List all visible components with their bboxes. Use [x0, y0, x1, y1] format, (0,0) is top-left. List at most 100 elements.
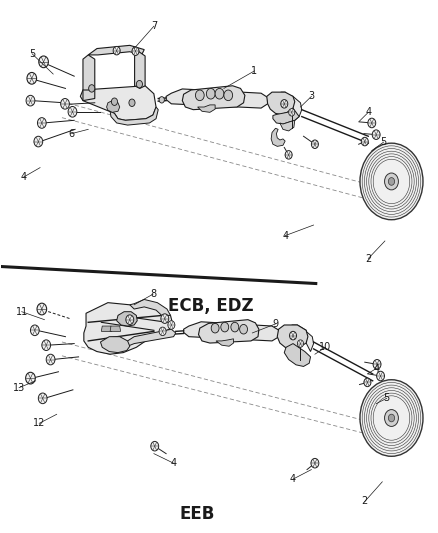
Circle shape	[37, 118, 46, 128]
Polygon shape	[271, 128, 285, 147]
Circle shape	[111, 98, 117, 106]
Circle shape	[160, 314, 168, 324]
Polygon shape	[197, 105, 215, 112]
Text: 4: 4	[282, 231, 288, 241]
Circle shape	[159, 96, 164, 103]
Polygon shape	[198, 320, 258, 343]
Text: 5: 5	[29, 49, 35, 59]
Text: 1: 1	[251, 66, 257, 76]
Circle shape	[167, 321, 174, 329]
Circle shape	[359, 143, 422, 220]
Circle shape	[372, 360, 380, 369]
Polygon shape	[127, 329, 175, 346]
Circle shape	[289, 332, 296, 340]
Polygon shape	[215, 339, 233, 346]
Polygon shape	[83, 55, 95, 93]
Text: 8: 8	[150, 289, 155, 299]
Text: 4: 4	[20, 172, 26, 182]
Text: 3: 3	[307, 91, 314, 101]
Polygon shape	[80, 86, 155, 120]
Circle shape	[132, 47, 139, 55]
Text: 4: 4	[289, 474, 295, 484]
Circle shape	[384, 173, 398, 190]
Circle shape	[367, 118, 375, 128]
Polygon shape	[83, 90, 95, 101]
Polygon shape	[134, 52, 145, 88]
Text: 4: 4	[364, 107, 371, 117]
Text: 13: 13	[13, 383, 25, 393]
Polygon shape	[277, 325, 307, 349]
Circle shape	[39, 56, 48, 68]
Circle shape	[42, 340, 50, 351]
Polygon shape	[280, 92, 301, 122]
Text: 6: 6	[68, 128, 74, 139]
Circle shape	[27, 72, 36, 84]
Text: ECB, EDZ: ECB, EDZ	[168, 297, 253, 316]
Circle shape	[280, 100, 287, 108]
Circle shape	[150, 441, 158, 451]
Circle shape	[288, 109, 294, 116]
Text: 11: 11	[15, 306, 28, 317]
Circle shape	[384, 409, 398, 426]
Circle shape	[159, 327, 166, 336]
Circle shape	[388, 177, 394, 185]
Polygon shape	[266, 92, 294, 115]
Circle shape	[68, 107, 77, 117]
Circle shape	[310, 458, 318, 468]
Circle shape	[113, 46, 120, 55]
Polygon shape	[88, 45, 144, 55]
Circle shape	[220, 322, 228, 332]
Text: 10: 10	[318, 342, 331, 352]
Text: EEB: EEB	[180, 505, 215, 523]
Text: 5: 5	[383, 393, 389, 403]
Circle shape	[215, 88, 223, 99]
Polygon shape	[84, 303, 172, 354]
Text: 7: 7	[150, 21, 157, 31]
Circle shape	[60, 99, 69, 109]
Text: 4: 4	[170, 458, 176, 468]
Polygon shape	[284, 344, 310, 367]
Polygon shape	[110, 326, 120, 332]
Circle shape	[297, 340, 303, 348]
Polygon shape	[291, 325, 313, 352]
Circle shape	[37, 303, 46, 315]
Text: 9: 9	[272, 319, 278, 329]
Circle shape	[126, 315, 134, 325]
Circle shape	[311, 140, 318, 149]
Circle shape	[230, 322, 238, 332]
Text: 4: 4	[372, 364, 378, 374]
Circle shape	[360, 138, 367, 146]
Circle shape	[46, 354, 55, 365]
Polygon shape	[117, 312, 137, 326]
Circle shape	[211, 324, 219, 333]
Circle shape	[195, 90, 204, 101]
Polygon shape	[183, 322, 279, 341]
Circle shape	[34, 136, 42, 147]
Text: 2: 2	[361, 496, 367, 506]
Circle shape	[25, 372, 35, 384]
Circle shape	[363, 378, 370, 386]
Polygon shape	[100, 337, 130, 353]
Circle shape	[388, 414, 394, 422]
Circle shape	[38, 393, 47, 403]
Circle shape	[30, 325, 39, 336]
Circle shape	[26, 95, 35, 106]
Text: 2: 2	[364, 254, 371, 263]
Polygon shape	[101, 326, 112, 332]
Polygon shape	[182, 86, 244, 110]
Circle shape	[371, 130, 379, 140]
Polygon shape	[110, 107, 158, 125]
Polygon shape	[106, 101, 120, 112]
Text: 12: 12	[33, 418, 45, 429]
Circle shape	[376, 371, 384, 381]
Polygon shape	[272, 108, 298, 124]
Circle shape	[223, 90, 232, 101]
Circle shape	[239, 325, 247, 334]
Circle shape	[359, 379, 422, 456]
Circle shape	[206, 88, 215, 99]
Circle shape	[88, 85, 95, 92]
Polygon shape	[130, 300, 170, 316]
Polygon shape	[166, 89, 267, 108]
Circle shape	[129, 99, 135, 107]
Polygon shape	[279, 120, 294, 131]
